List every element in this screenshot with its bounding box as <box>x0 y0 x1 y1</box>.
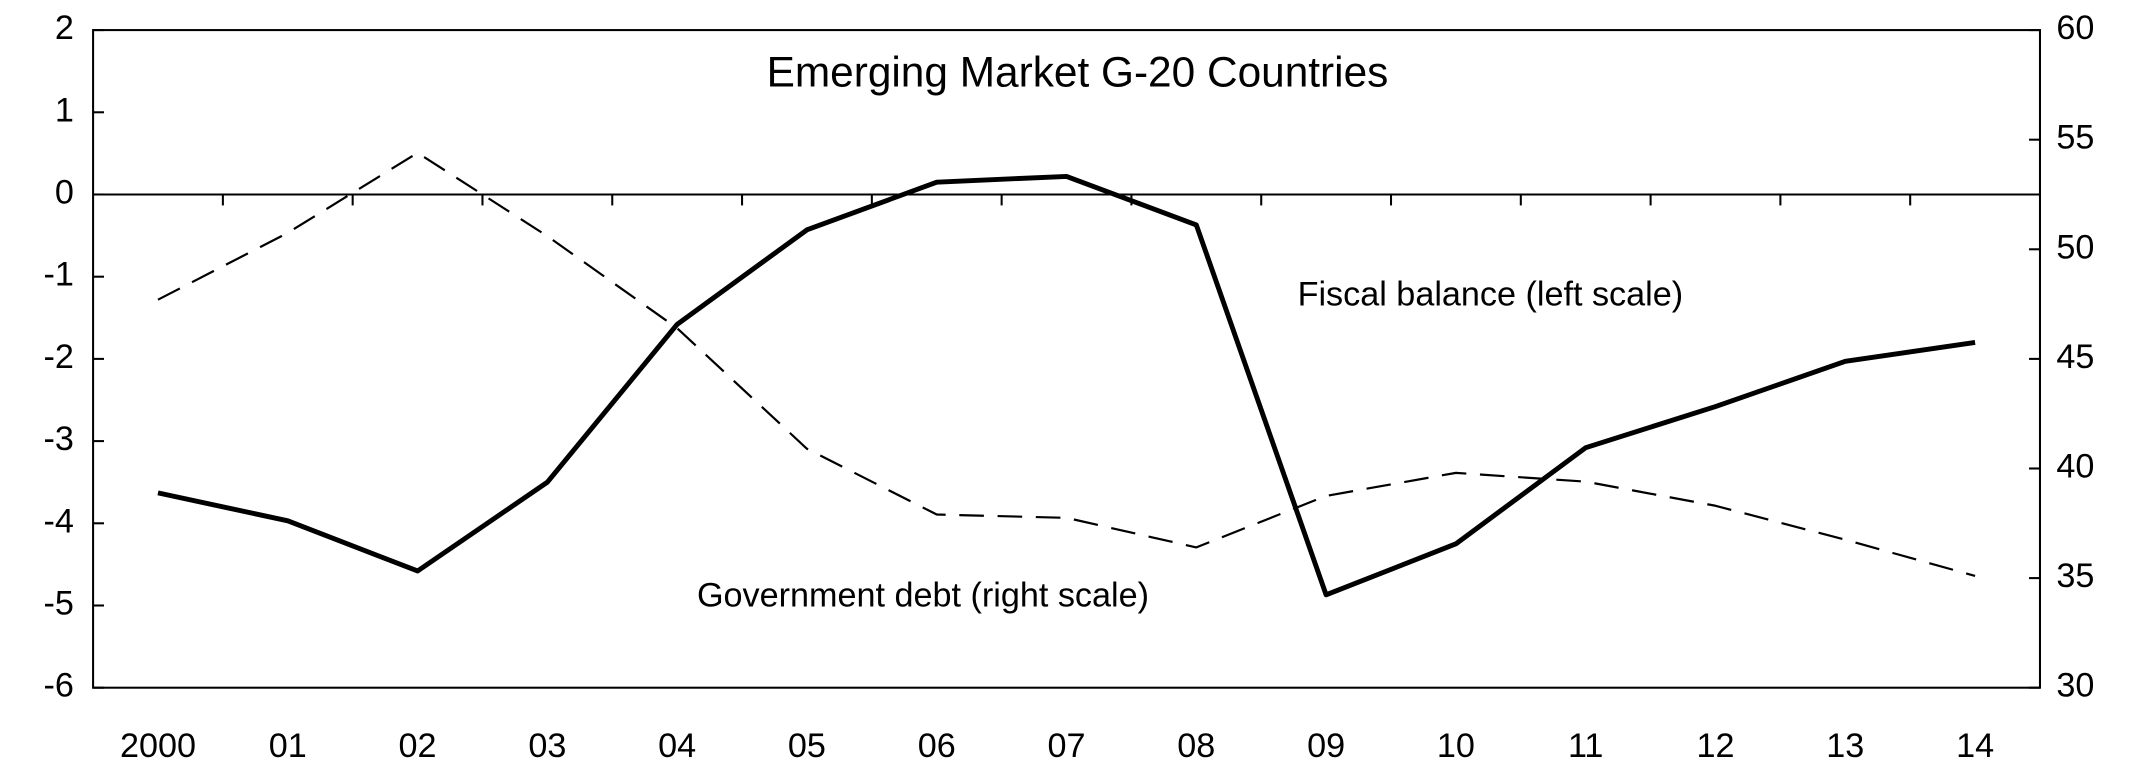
x-tick-label: 07 <box>1048 727 1086 765</box>
y2-tick-label: 40 <box>2056 448 2094 486</box>
x-tick-label: 14 <box>1956 727 1994 765</box>
y-tick-label: -3 <box>44 420 74 458</box>
y2-tick-label: 45 <box>2056 338 2094 376</box>
series-line <box>157 173 1976 598</box>
y-tick-label: 2 <box>55 9 74 47</box>
series-line <box>157 151 1976 577</box>
x-tick-label: 02 <box>399 727 437 765</box>
y-tick-label: -5 <box>44 585 74 623</box>
x-tick-label: 04 <box>658 727 696 765</box>
y-tick-label: -1 <box>44 256 74 294</box>
x-tick-label: 06 <box>918 727 956 765</box>
y2-tick-label: 55 <box>2056 119 2094 157</box>
x-tick-label: 05 <box>788 727 826 765</box>
y-tick-label: 1 <box>55 91 74 129</box>
y2-tick-label: 35 <box>2056 557 2094 595</box>
y2-tick-label: 30 <box>2056 667 2094 705</box>
x-tick-label: 10 <box>1437 727 1475 765</box>
x-tick-label: 11 <box>1568 727 1603 765</box>
y-tick-label: -6 <box>44 667 74 705</box>
chart-title: Emerging Market G-20 Countries <box>767 48 1389 95</box>
y-tick-label: 0 <box>55 174 74 212</box>
x-tick-label: 2000 <box>120 727 196 765</box>
y2-tick-label: 50 <box>2056 228 2094 266</box>
y-tick-label: -4 <box>44 502 74 540</box>
x-tick-label: 12 <box>1696 727 1734 765</box>
y2-tick-label: 60 <box>2056 9 2094 47</box>
series-label: Government debt (right scale) <box>697 576 1149 614</box>
y-tick-label: -2 <box>44 338 74 376</box>
series-label: Fiscal balance (left scale) <box>1298 276 1684 314</box>
x-tick-label: 01 <box>269 727 307 765</box>
x-tick-label: 09 <box>1307 727 1345 765</box>
x-tick-label: 13 <box>1826 727 1864 765</box>
x-tick-label: 03 <box>528 727 566 765</box>
x-tick-label: 08 <box>1177 727 1215 765</box>
